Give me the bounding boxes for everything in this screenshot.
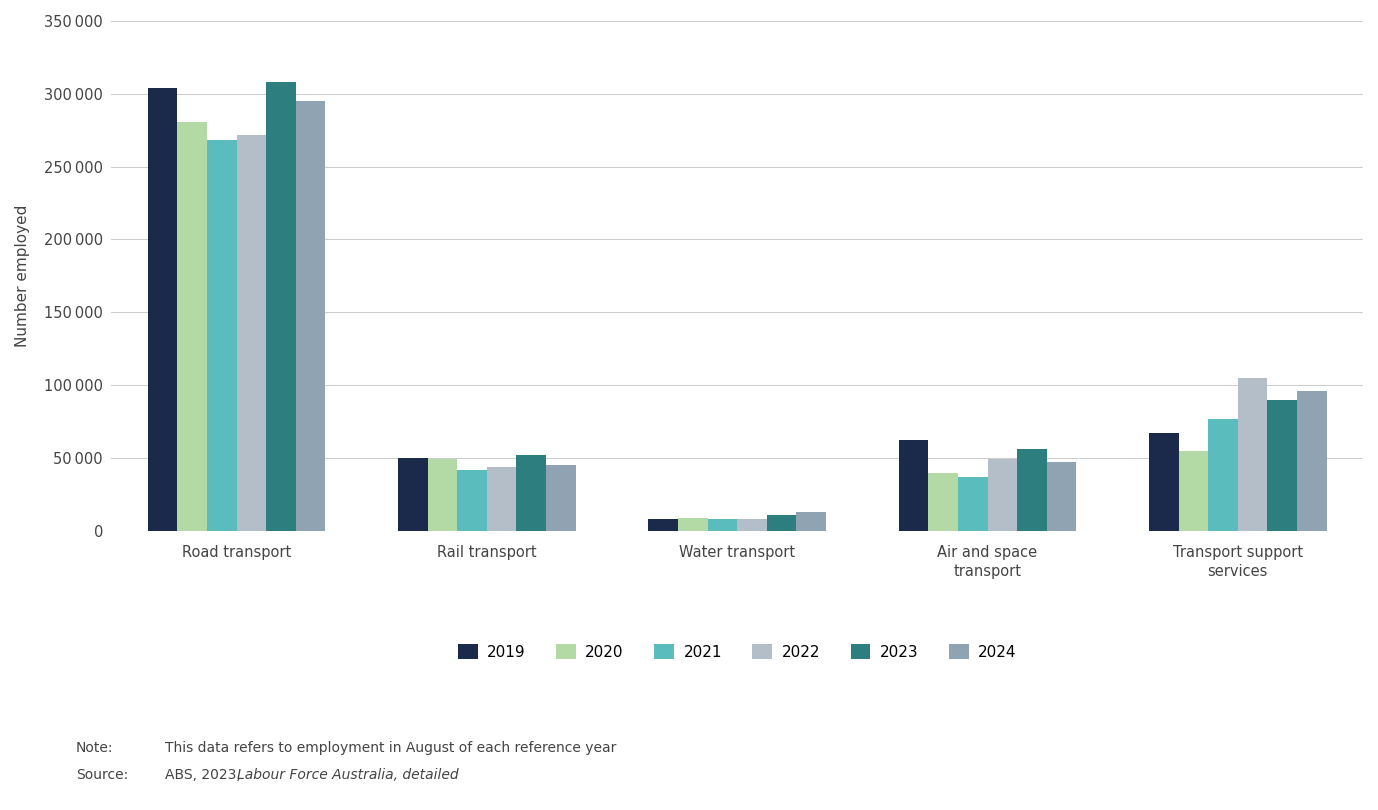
Bar [1297, 391, 1327, 531]
Bar [649, 519, 678, 531]
Bar [796, 512, 825, 531]
Bar [266, 82, 296, 531]
Bar [398, 458, 427, 531]
Bar [707, 519, 737, 531]
Bar [457, 470, 486, 531]
Bar [678, 518, 707, 531]
Y-axis label: Number employed: Number employed [15, 205, 30, 347]
Bar [237, 134, 266, 531]
Bar [1017, 450, 1047, 531]
Bar [427, 459, 457, 531]
Bar [988, 459, 1017, 531]
Bar [898, 441, 929, 531]
Text: This data refers to employment in August of each reference year: This data refers to employment in August… [165, 741, 617, 755]
Bar [296, 101, 325, 531]
Text: ABS, 2023,: ABS, 2023, [165, 768, 245, 782]
Bar [1178, 450, 1209, 531]
Bar [1268, 399, 1297, 531]
Bar [486, 467, 517, 531]
Text: Source:: Source: [76, 768, 128, 782]
Text: Note:: Note: [76, 741, 113, 755]
Bar [1149, 433, 1178, 531]
Legend: 2019, 2020, 2021, 2022, 2023, 2024: 2019, 2020, 2021, 2022, 2023, 2024 [452, 638, 1022, 666]
Bar [929, 472, 958, 531]
Bar [1209, 419, 1237, 531]
Bar [178, 122, 207, 531]
Bar [766, 515, 796, 531]
Bar [958, 477, 988, 531]
Text: Labour Force Australia, detailed: Labour Force Australia, detailed [237, 768, 459, 782]
Bar [1047, 463, 1076, 531]
Bar [517, 455, 546, 531]
Bar [1237, 377, 1268, 531]
Bar [207, 140, 237, 531]
Bar [147, 88, 178, 531]
Bar [737, 519, 766, 531]
Bar [546, 465, 576, 531]
